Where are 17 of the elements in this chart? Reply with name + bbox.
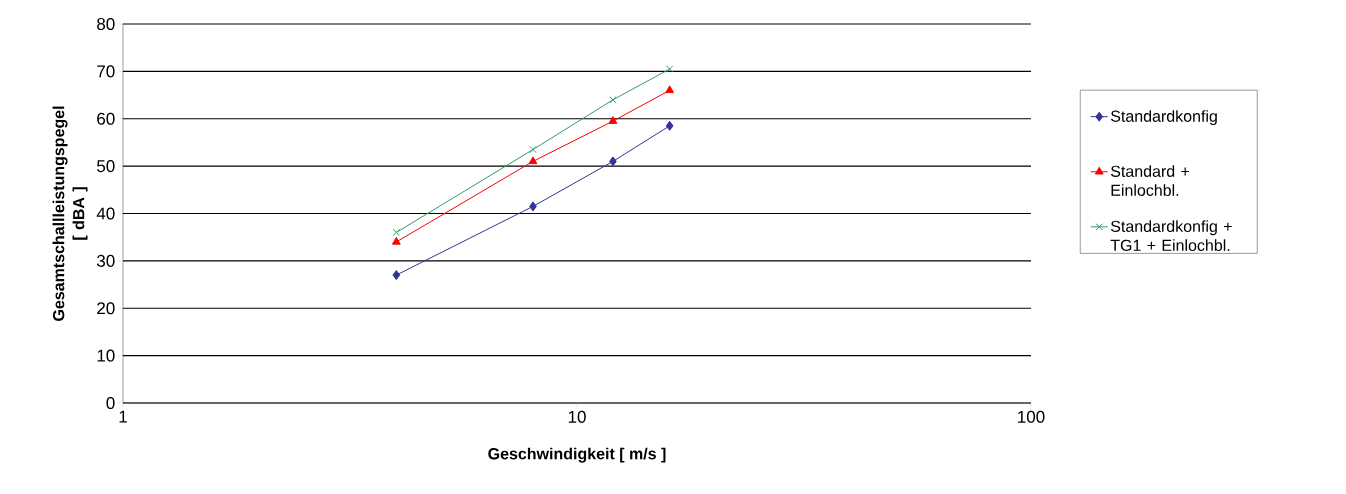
legend-label: Standard + Einlochbl. — [1110, 165, 1190, 196]
legend-label: Standardkonfig — [1110, 110, 1217, 126]
y-tick-label: 40 — [96, 207, 115, 220]
y-tick-label: 10 — [97, 349, 115, 362]
y-tick-label: 30 — [96, 254, 115, 267]
x-axis-title: Geschwindigkeit [ m/s ] — [488, 447, 666, 463]
y-tick-label: 50 — [97, 160, 115, 173]
y-tick-label: 80 — [97, 17, 115, 31]
x-tick-label: 1 — [119, 410, 127, 423]
y-tick-label: 60 — [97, 112, 115, 125]
y-tick-label: 20 — [97, 302, 115, 315]
legend-label: Standardkonfig + TG1 + Einlochbl. — [1110, 220, 1232, 252]
y-tick-label: 0 — [106, 396, 115, 410]
y-tick-label: 70 — [97, 65, 115, 78]
y-axis-title: Gesamtschallleistungspegel [ dBA ] — [52, 106, 88, 321]
x-tick-label: 10 — [568, 410, 586, 423]
x-tick-label: 100 — [1018, 410, 1045, 423]
